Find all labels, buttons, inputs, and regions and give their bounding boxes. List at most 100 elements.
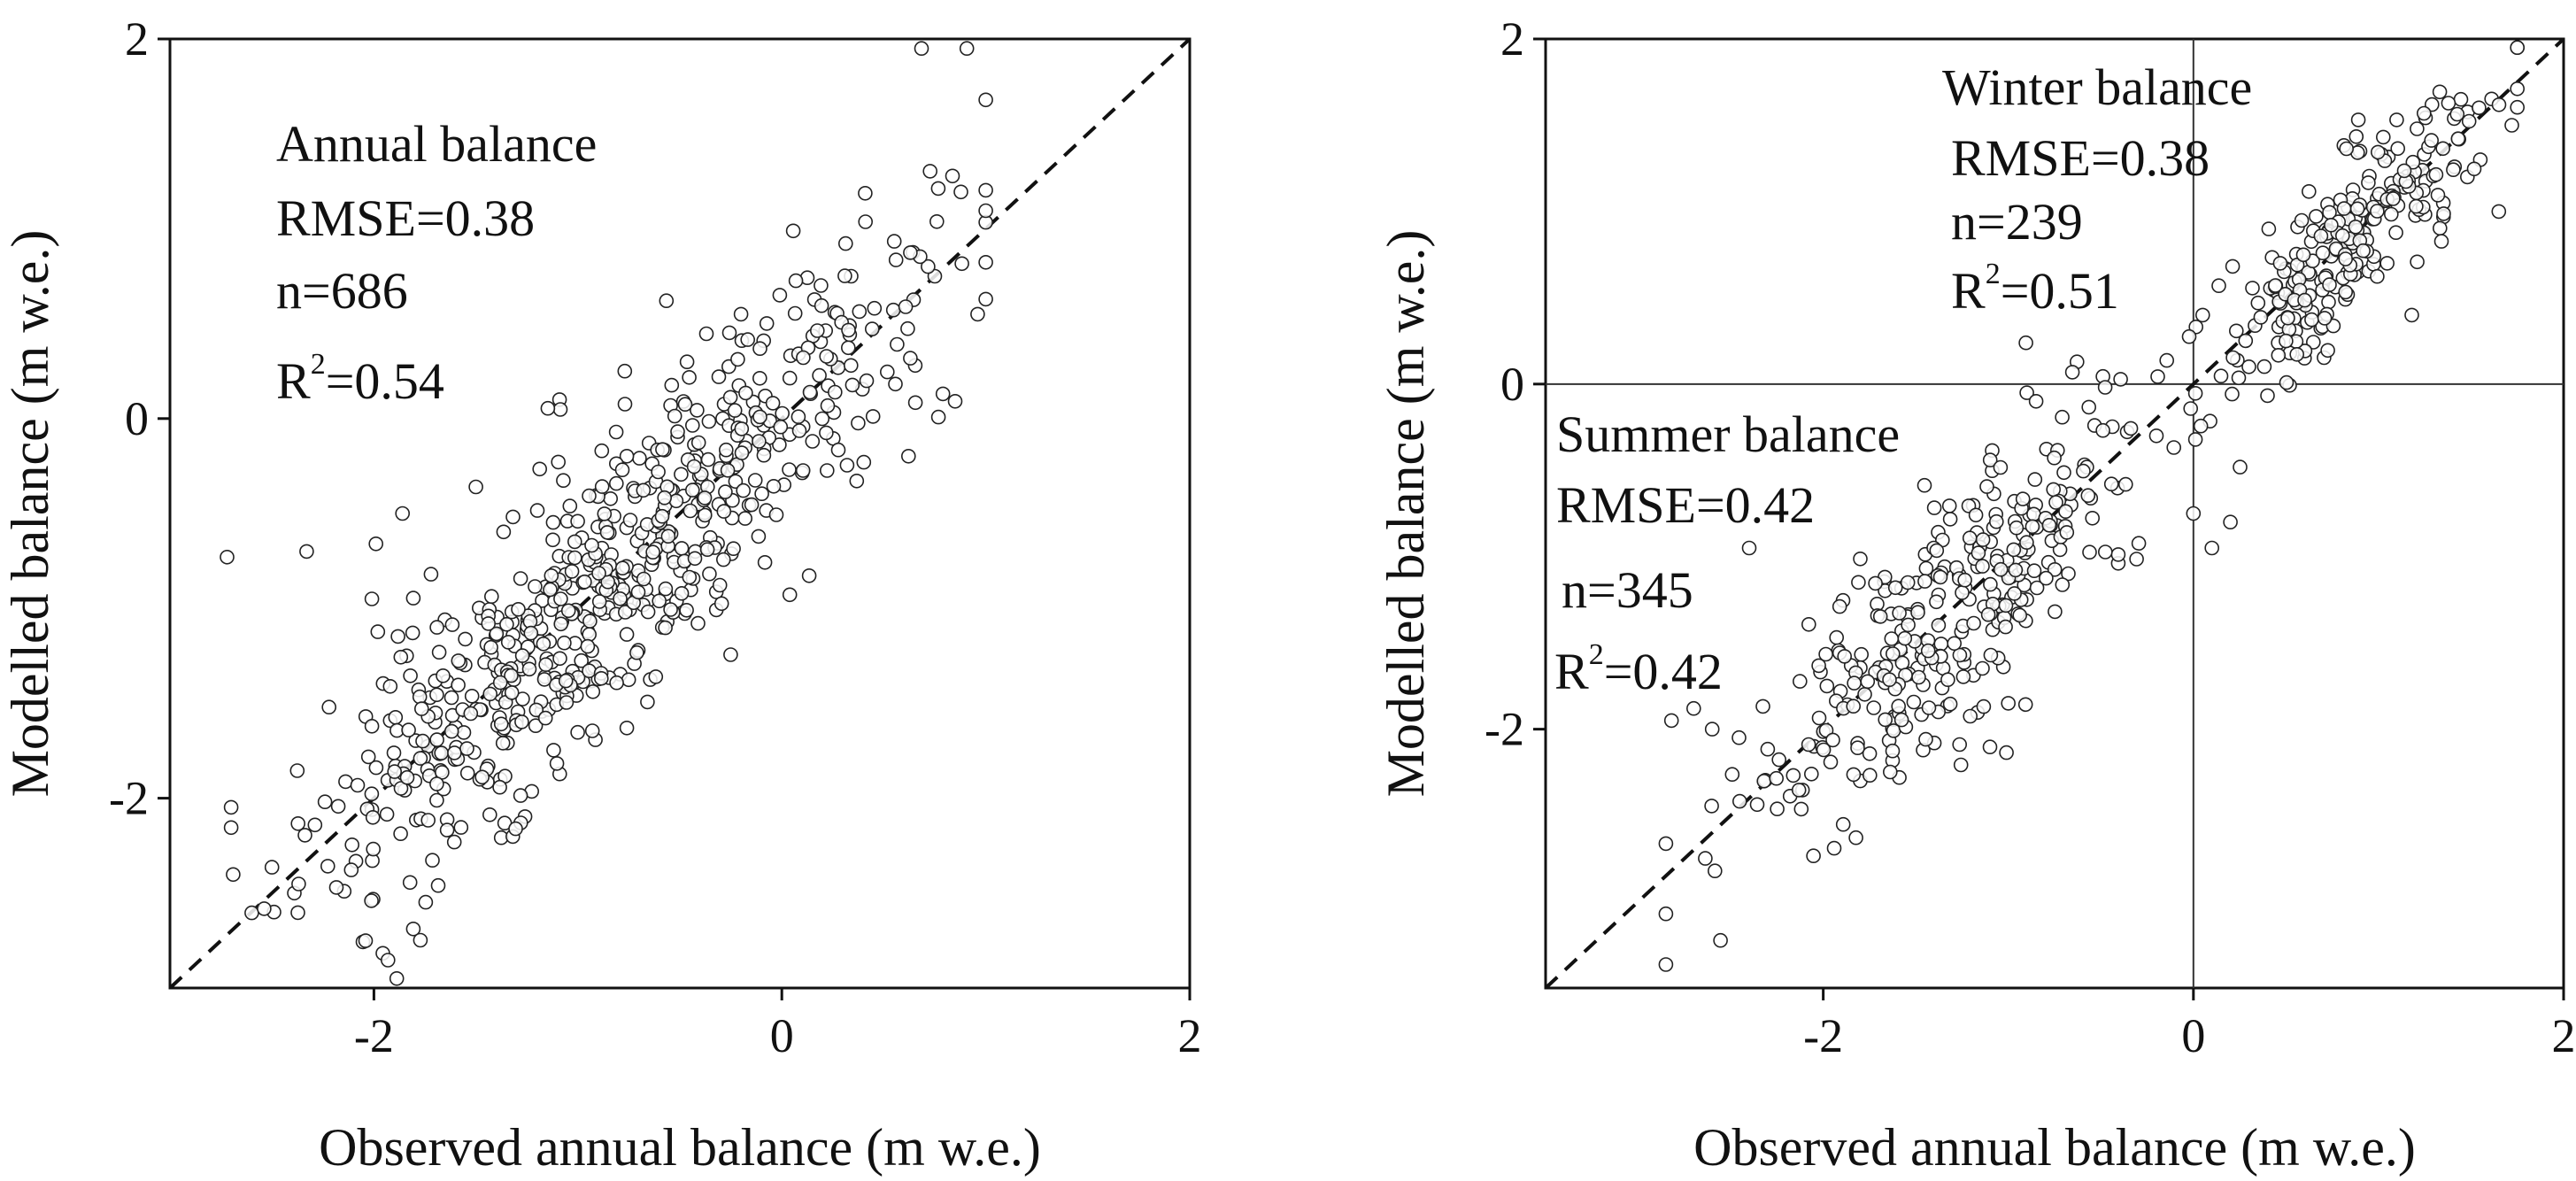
winter-balance-point: [2435, 141, 2450, 157]
winter-rmse: RMSE=0.38: [1951, 129, 2210, 187]
summer-balance-point: [1947, 636, 1962, 652]
summer-balance-point: [1708, 863, 1723, 879]
y-tick-label: 0: [125, 392, 149, 445]
winter-balance-point: [2370, 268, 2385, 284]
annual-balance-point: [814, 411, 830, 427]
annual-balance-point: [640, 604, 656, 620]
summer-balance-point: [1832, 598, 1847, 614]
annual-balance-panel: -2 0 2 -2 0 2 Observed annual balance (m w.e.…: [1, 12, 1202, 1177]
summer-balance-point: [1955, 585, 1970, 600]
annual-balance-point: [425, 853, 440, 868]
winter-balance-point: [2302, 184, 2317, 199]
summer-balance-point: [1853, 551, 1868, 567]
annual-balance-point: [814, 297, 829, 313]
summer-balance-point: [2061, 566, 2076, 582]
annual-balance-point: [489, 626, 505, 642]
annual-balance-point: [687, 551, 703, 567]
winter-r2-prefix: R: [1951, 262, 1986, 320]
annual-balance-point: [521, 661, 537, 677]
right-one-to-one-line: [1544, 37, 2565, 990]
summer-balance-point: [2118, 476, 2133, 492]
annual-balance-point: [935, 386, 951, 402]
summer-balance-point: [2058, 504, 2073, 520]
annual-balance-point: [845, 377, 860, 393]
annual-balance-point: [787, 305, 803, 321]
annual-balance-point: [752, 434, 767, 449]
annual-balance-point: [888, 252, 904, 267]
annual-balance-point: [849, 473, 865, 489]
winter-balance-point: [2322, 277, 2337, 292]
x-tick-label: -2: [354, 1009, 394, 1062]
annual-balance-point: [244, 905, 259, 921]
annual-balance-point: [451, 677, 466, 693]
annual-balance-point: [636, 571, 652, 587]
annual-balance-point: [756, 447, 772, 463]
winter-balance-point: [2370, 204, 2385, 219]
annual-balance-point: [744, 497, 760, 513]
winter-balance-point: [2433, 220, 2448, 236]
summer-balance-point: [1811, 658, 1826, 674]
annual-balance-point: [697, 490, 713, 506]
annual-balance-point: [903, 245, 918, 260]
annual-balance-point: [538, 657, 553, 673]
winter-balance-point: [2409, 198, 2424, 214]
annual-balance-point: [809, 323, 825, 338]
annual-balance-point: [747, 473, 763, 488]
winter-balance-point: [2338, 284, 2353, 300]
summer-balance-point: [1686, 700, 1701, 716]
winter-balance-point: [2446, 162, 2461, 177]
annual-balance-point: [358, 933, 374, 948]
winter-balance-point: [2361, 175, 2376, 190]
annual-balance-point: [608, 475, 624, 491]
summer-balance-point: [2028, 393, 2044, 409]
summer-balance-point: [1801, 616, 1816, 632]
summer-balance-point: [1658, 957, 1674, 972]
summer-balance-point: [2186, 506, 2202, 521]
summer-balance-point: [2064, 365, 2080, 380]
annual-balance-point: [223, 799, 239, 815]
annual-balance-point: [796, 350, 811, 366]
annual-balance-point: [843, 358, 859, 374]
annual-balance-point: [608, 424, 624, 440]
annual-balance-point: [434, 745, 450, 760]
annual-balance-point: [543, 582, 558, 598]
annual-balance-point: [464, 688, 480, 704]
annual-balance-point: [577, 574, 592, 590]
summer-balance-point: [2029, 580, 2045, 596]
winter-balance-point: [2213, 368, 2229, 384]
summer-balance-point: [1952, 737, 1967, 753]
summer-r2: R2=0.42: [1554, 638, 1723, 700]
annual-balance-point: [648, 669, 664, 684]
annual-balance-point: [513, 571, 528, 586]
summer-balance-point: [2187, 432, 2203, 447]
annual-balance-point: [393, 781, 409, 796]
summer-balance-point: [2166, 440, 2181, 455]
annual-balance-point: [663, 602, 678, 617]
winter-balance-point: [2430, 188, 2446, 203]
summer-balance-point: [2047, 450, 2062, 466]
summer-balance-point: [1885, 743, 1901, 759]
annual-balance-point: [317, 794, 333, 810]
annual-balance-point: [344, 837, 360, 853]
annual-balance-point: [515, 691, 530, 706]
summer-balance-point: [1940, 672, 1955, 688]
annual-balance-point: [393, 826, 408, 842]
annual-balance-point: [444, 617, 460, 632]
winter-balance-point: [2229, 323, 2244, 339]
annual-balance-point: [768, 507, 784, 522]
annual-balance-point: [514, 714, 529, 729]
annual-balance-point: [837, 268, 852, 283]
summer-balance-point: [1975, 532, 1991, 547]
winter-balance-point: [2195, 307, 2210, 323]
annual-balance-point: [738, 385, 753, 401]
annual-balance-point: [523, 625, 539, 641]
annual-balance-point: [752, 341, 767, 357]
annual-balance-point: [558, 673, 574, 689]
left-x-axis-label: Observed annual balance (m w.e.): [319, 1118, 1041, 1177]
summer-balance-point: [1929, 543, 1945, 559]
annual-balance-point: [405, 922, 421, 937]
annual-balance-point: [657, 490, 673, 506]
summer-balance-point: [1785, 768, 1801, 783]
annual-balance-point: [782, 370, 798, 386]
x-tick-label: 2: [1178, 1009, 1202, 1062]
